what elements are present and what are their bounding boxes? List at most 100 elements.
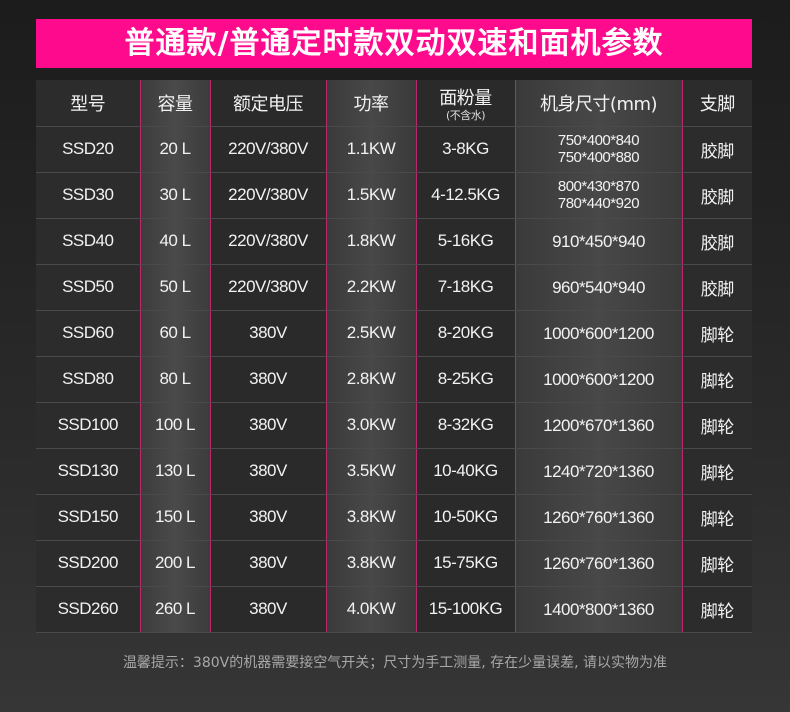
table-row: SSD30 30 L 220V/380V 1.5KW 4-12.5KG 800*430*8… [36,172,752,219]
cell-model: SSD100 [36,402,140,449]
cell-feet: 脚轮 [682,402,752,449]
cell-model: SSD130 [36,448,140,495]
size-line: 750*400*840 [557,132,640,149]
cell-power: 1.1KW [325,126,417,173]
cell-size: 1000*600*1200 [514,310,683,357]
cell-capacity: 100 L [139,402,211,449]
size-line-alt: 750*400*880 [557,149,640,166]
cell-model: SSD60 [36,310,140,357]
cell-feet: 胶脚 [682,218,752,265]
cell-power: 2.8KW [325,356,417,403]
header-row: 型号 容量 额定电压 功率 面粉量 (不含水) 机身尺寸(mm) 支脚 [36,80,752,127]
cell-voltage: 220V/380V [210,172,326,219]
cell-feet: 脚轮 [682,448,752,495]
cell-model: SSD30 [36,172,140,219]
cell-capacity: 60 L [139,310,211,357]
cell-size: 800*430*870 780*440*920 [514,172,683,219]
size-line: 1200*670*1360 [543,415,654,435]
header-feet: 支脚 [682,80,752,127]
cell-capacity: 50 L [139,264,211,311]
table-row: SSD80 80 L 380V 2.8KW 8-25KG 1000*600*1200 脚轮 [36,356,752,403]
cell-size: 1260*760*1360 [514,494,683,541]
spec-table: 型号 容量 额定电压 功率 面粉量 (不含水) 机身尺寸(mm) 支脚 SSD20… [36,80,752,633]
cell-size: 750*400*840 750*400*880 [514,126,683,173]
cell-model: SSD80 [36,356,140,403]
table-row: SSD130 130 L 380V 3.5KW 10-40KG 1240*720*1360… [36,448,752,495]
header-voltage: 额定电压 [210,80,326,127]
size-line: 960*540*940 [552,277,645,297]
cell-flour: 7-18KG [416,264,515,311]
cell-power: 2.5KW [325,310,417,357]
cell-capacity: 20 L [139,126,211,173]
cell-flour: 3-8KG [416,126,515,173]
cell-capacity: 80 L [139,356,211,403]
cell-voltage: 380V [210,494,326,541]
cell-feet: 脚轮 [682,494,752,541]
cell-voltage: 380V [210,540,326,587]
cell-power: 3.8KW [325,540,417,587]
cell-capacity: 200 L [139,540,211,587]
cell-power: 3.8KW [325,494,417,541]
cell-power: 1.5KW [325,172,417,219]
cell-flour: 8-25KG [416,356,515,403]
cell-voltage: 380V [210,448,326,495]
cell-flour: 10-50KG [416,494,515,541]
cell-feet: 脚轮 [682,310,752,357]
cell-capacity: 260 L [139,586,211,633]
table-row: SSD100 100 L 380V 3.0KW 8-32KG 1200*670*1360 脚… [36,402,752,449]
cell-size: 1260*760*1360 [514,540,683,587]
table-row: SSD40 40 L 220V/380V 1.8KW 5-16KG 910*450*940… [36,218,752,265]
cell-voltage: 220V/380V [210,126,326,173]
cell-feet: 胶脚 [682,172,752,219]
cell-flour: 10-40KG [416,448,515,495]
table-row: SSD20 20 L 220V/380V 1.1KW 3-8KG 750*400*840 7… [36,126,752,173]
cell-model: SSD150 [36,494,140,541]
cell-size: 910*450*940 [514,218,683,265]
cell-power: 1.8KW [325,218,417,265]
size-line: 1000*600*1200 [543,323,654,343]
page-title: 普通款/普通定时款双动双速和面机参数 [36,19,752,68]
size-line: 1400*800*1360 [543,599,654,619]
header-flour: 面粉量 (不含水) [416,80,515,127]
cell-size: 1000*600*1200 [514,356,683,403]
cell-capacity: 40 L [139,218,211,265]
cell-flour: 5-16KG [416,218,515,265]
header-power: 功率 [325,80,417,127]
table-row: SSD60 60 L 380V 2.5KW 8-20KG 1000*600*1200 脚轮 [36,310,752,357]
cell-feet: 胶脚 [682,264,752,311]
cell-power: 3.0KW [325,402,417,449]
cell-voltage: 380V [210,310,326,357]
table-row: SSD260 260 L 380V 4.0KW 15-100KG 1400*800*136… [36,586,752,633]
cell-size: 1200*670*1360 [514,402,683,449]
cell-feet: 脚轮 [682,356,752,403]
cell-model: SSD200 [36,540,140,587]
cell-capacity: 150 L [139,494,211,541]
size-line: 1000*600*1200 [543,369,654,389]
cell-voltage: 380V [210,586,326,633]
cell-model: SSD40 [36,218,140,265]
cell-model: SSD50 [36,264,140,311]
cell-flour: 8-32KG [416,402,515,449]
cell-voltage: 220V/380V [210,264,326,311]
cell-feet: 脚轮 [682,586,752,633]
cell-capacity: 30 L [139,172,211,219]
size-line: 1260*760*1360 [543,507,654,527]
cell-power: 2.2KW [325,264,417,311]
header-flour-label: 面粉量 [439,88,492,110]
size-line: 800*430*870 [557,178,640,195]
cell-feet: 胶脚 [682,126,752,173]
cell-size: 960*540*940 [514,264,683,311]
cell-voltage: 220V/380V [210,218,326,265]
cell-power: 4.0KW [325,586,417,633]
size-line-alt: 780*440*920 [557,195,640,212]
size-line: 1240*720*1360 [543,461,654,481]
table-row: SSD200 200 L 380V 3.8KW 15-75KG 1260*760*1360… [36,540,752,587]
cell-voltage: 380V [210,402,326,449]
footer-note: 温馨提示：380V的机器需要接空气开关；尺寸为手工测量, 存在少量误差, 请以实… [122,655,668,671]
table-row: SSD50 50 L 220V/380V 2.2KW 7-18KG 960*540*940… [36,264,752,311]
cell-model: SSD20 [36,126,140,173]
cell-voltage: 380V [210,356,326,403]
cell-flour: 15-75KG [416,540,515,587]
cell-flour: 4-12.5KG [416,172,515,219]
cell-flour: 8-20KG [416,310,515,357]
